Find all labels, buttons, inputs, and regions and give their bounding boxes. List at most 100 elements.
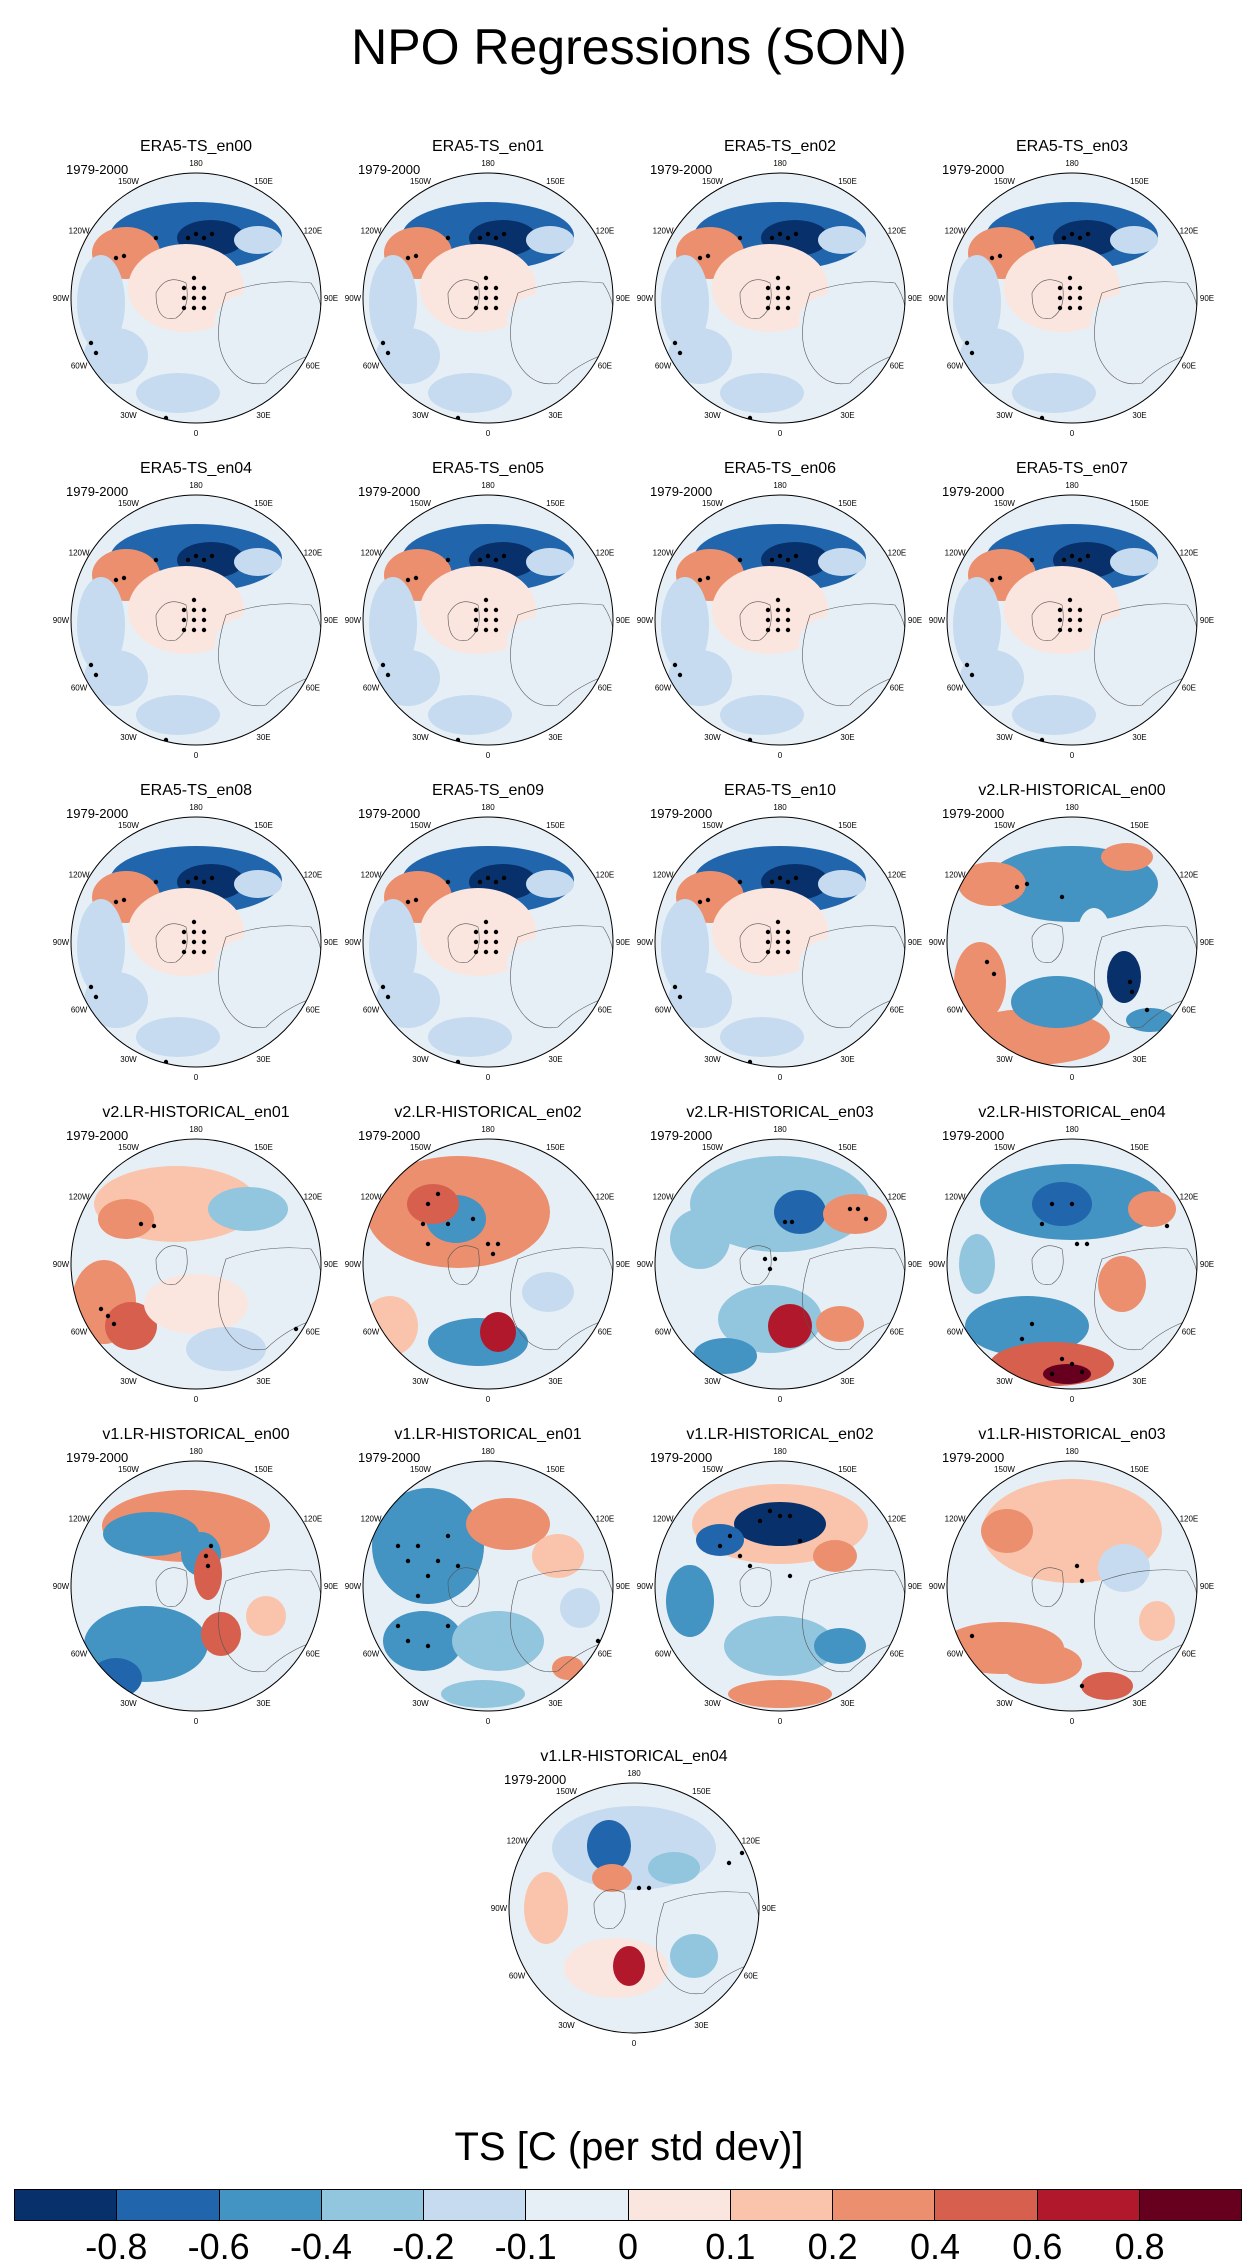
anomaly-region [77,577,125,673]
significance-stipple [490,1251,496,1257]
coastline [802,603,905,707]
significance-stipple [646,1885,652,1891]
significance-stipple [470,1216,476,1222]
longitude-label: 150W [410,499,431,508]
longitude-label: 180 [773,159,787,168]
longitude-label: 180 [189,159,203,168]
significance-stipple [767,1508,773,1514]
significance-stipple [153,235,159,241]
significance-stipple [782,1219,788,1225]
longitude-label: 90W [637,294,654,303]
significance-stipple [209,875,215,881]
significance-stipple [405,255,411,261]
significance-stipple [785,305,791,311]
significance-stipple [1019,1336,1025,1342]
significance-stipple [88,340,94,346]
anomaly-region [84,972,148,1028]
coastline [656,1891,759,1995]
panel-title: ERA5-TS_en09 [431,782,545,799]
panel-title: ERA5-TS_en04 [139,460,253,477]
map-border [362,494,614,746]
anomaly-region [814,1628,866,1664]
longitude-label: 30W [996,1699,1013,1708]
longitude-label: 0 [194,1717,199,1726]
significance-stipple [969,672,975,678]
anomaly-region [768,1304,812,1348]
polar-map: 180 150E 120E 90E 60E 30E 0 30W 60W 90W 120W 150W [637,803,922,1082]
significance-stipple [793,231,799,237]
significance-stipple [1024,881,1030,887]
anomaly-region [1098,1544,1150,1592]
longitude-label: 90W [53,1260,70,1269]
longitude-label: 90W [53,616,70,625]
significance-stipple [1067,285,1073,291]
anomaly-region [724,1616,836,1676]
map-border [508,1782,760,2034]
longitude-label: 30E [1132,1055,1146,1064]
longitude-label: 0 [194,751,199,760]
significance-stipple [769,879,775,885]
map-border [70,1138,322,1390]
anomaly-region [526,870,574,898]
significance-stipple [501,553,507,559]
longitude-label: 150E [838,821,857,830]
significance-stipple [1077,235,1083,241]
longitude-label: 150E [254,1465,273,1474]
map-border [654,172,906,424]
significance-stipple [1067,305,1073,311]
longitude-label: 150W [118,1143,139,1152]
significance-stipple [769,235,775,241]
significance-stipple [964,662,970,668]
longitude-label: 150E [1130,1143,1149,1152]
anomaly-region [960,650,1024,706]
significance-stipple [775,305,781,311]
significance-stipple [785,929,791,935]
colorbar-box [730,2190,833,2220]
panel-period: 1979-2000 [942,162,1005,177]
colorbar-tick-label: 0.4 [909,2226,961,2267]
map-panel: v1.LR-HISTORICAL_en01 1979-2000 180 150E 120… [345,1426,630,1726]
anomaly-region [953,577,1001,673]
significance-stipple [1077,607,1083,613]
longitude-label: 120E [304,227,323,236]
significance-stipple [493,617,499,623]
anomaly-region [369,255,417,351]
longitude-label: 0 [778,751,783,760]
significance-stipple [473,949,479,955]
longitude-label: 90E [324,1582,338,1591]
significance-stipple [477,557,483,563]
significance-stipple [191,627,197,633]
longitude-label: 0 [194,429,199,438]
significance-stipple [747,1563,753,1569]
anomaly-region [215,616,287,668]
coastline [447,601,480,642]
longitude-label: 90W [345,1260,362,1269]
significance-stipple [455,1563,461,1569]
anomaly-region [234,226,282,254]
anomaly-region [136,1017,220,1057]
significance-stipple [413,575,419,581]
longitude-label: 30E [840,1377,854,1386]
panel-title: v1.LR-HISTORICAL_en04 [540,1748,728,1765]
significance-stipple [445,879,451,885]
longitude-label: 30E [256,1699,270,1708]
significance-stipple [201,607,207,613]
map-panel: ERA5-TS_en06 1979-2000 180 150E 120E 90E 60E 30… [637,460,922,760]
colorbar-tick-label: -0.8 [85,2226,148,2267]
anomaly-region [734,1502,826,1546]
significance-stipple [677,672,683,678]
significance-stipple [88,984,94,990]
significance-stipple [191,285,197,291]
significance-stipple [797,1538,803,1544]
anomaly-region [959,1234,995,1294]
longitude-label: 150W [118,177,139,186]
significance-stipple [473,617,479,623]
anomaly-region [818,548,866,576]
colorbar-box [1139,2190,1241,2220]
anomaly-region [1002,1644,1082,1684]
coastline [1031,601,1064,642]
longitude-label: 30W [704,733,721,742]
longitude-label: 150E [838,1465,857,1474]
longitude-label: 0 [778,1073,783,1082]
significance-stipple [789,1219,795,1225]
